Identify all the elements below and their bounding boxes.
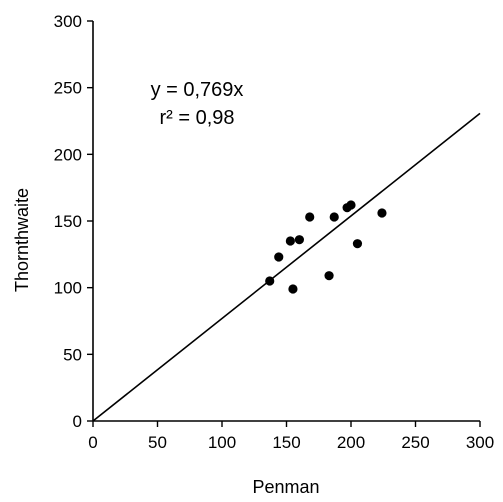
x-axis-title: Penman bbox=[252, 477, 319, 497]
data-point bbox=[377, 208, 387, 218]
data-point bbox=[324, 271, 334, 281]
data-point bbox=[352, 239, 363, 249]
y-axis-title: Thornthwaite bbox=[12, 188, 32, 292]
y-tick-label: 0 bbox=[73, 412, 82, 431]
x-tick-label: 100 bbox=[208, 433, 236, 452]
y-tick-label: 50 bbox=[63, 345, 82, 364]
y-tick-label: 250 bbox=[54, 79, 82, 98]
regression-equation: y = 0,769x bbox=[151, 79, 244, 101]
x-tick-label: 300 bbox=[466, 433, 494, 452]
y-tick-label: 300 bbox=[54, 12, 82, 31]
data-point bbox=[294, 235, 304, 245]
data-point bbox=[329, 212, 339, 222]
x-tick-label: 50 bbox=[148, 433, 167, 452]
data-point bbox=[274, 252, 284, 262]
data-point bbox=[265, 276, 275, 286]
y-tick-label: 100 bbox=[54, 279, 82, 298]
r-squared-label: r² = 0,98 bbox=[159, 107, 234, 129]
y-tick-label: 200 bbox=[54, 145, 82, 164]
data-point bbox=[305, 212, 315, 222]
x-tick-label: 250 bbox=[401, 433, 429, 452]
data-point bbox=[346, 200, 356, 210]
x-tick-label: 200 bbox=[337, 433, 365, 452]
data-point bbox=[288, 284, 298, 294]
y-tick-label: 150 bbox=[54, 212, 82, 231]
x-tick-label: 150 bbox=[272, 433, 300, 452]
data-point bbox=[285, 236, 295, 246]
x-tick-label: 0 bbox=[88, 433, 97, 452]
trendline bbox=[92, 112, 481, 422]
